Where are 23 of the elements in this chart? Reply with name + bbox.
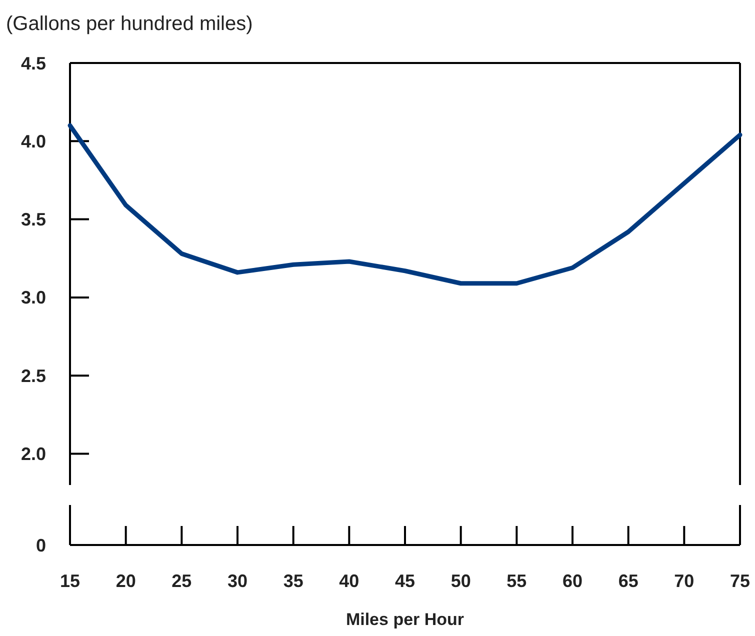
y-tick-label: 2.0 (20, 444, 46, 464)
x-tick-label: 15 (60, 571, 80, 591)
x-tick-label: 40 (339, 571, 360, 591)
x-tick-label: 70 (674, 571, 694, 591)
y-tick-label: 3.5 (20, 210, 46, 230)
y-tick-label: 3.0 (20, 288, 46, 308)
y-tick-label: 2.5 (20, 366, 46, 386)
line-series (68, 123, 742, 286)
x-tick-label: 20 (116, 571, 136, 591)
y-tick-label: 4.5 (20, 53, 46, 74)
x-tick-label: 50 (450, 571, 471, 591)
x-tick-label: 55 (506, 571, 527, 591)
x-tick-label: 45 (394, 571, 416, 591)
x-axis-title: Miles per Hour (346, 610, 464, 629)
x-tick-label: 65 (618, 571, 638, 591)
x-tick-label: 60 (562, 571, 583, 591)
x-tick-label: 75 (730, 571, 750, 591)
x-tick-label: 30 (227, 571, 248, 591)
x-tick-label: 35 (283, 571, 304, 591)
x-tick-label: 25 (172, 571, 192, 591)
y-tick-label: 4.0 (20, 131, 46, 152)
y-axis-title: (Gallons per hundred miles) (6, 13, 253, 35)
text: 0 (36, 535, 46, 556)
